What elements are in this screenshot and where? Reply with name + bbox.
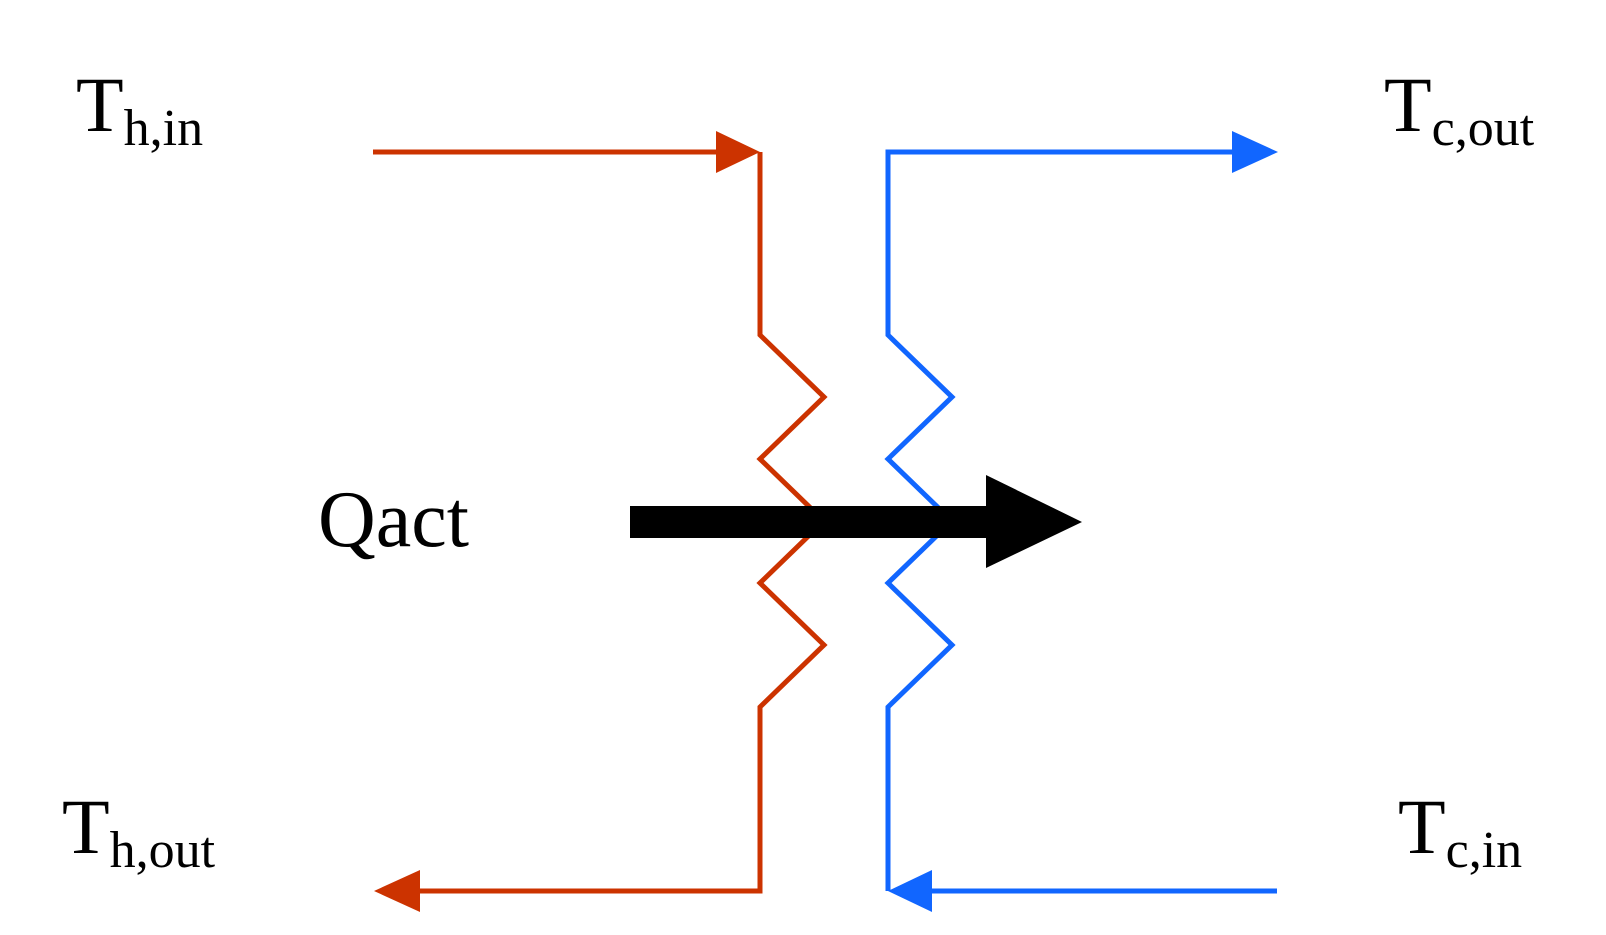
label-hot-outlet-temp: Th,out bbox=[62, 788, 215, 877]
label-cold-inlet-subscript: c,in bbox=[1445, 822, 1523, 879]
cold-inlet-arrowhead bbox=[888, 870, 932, 912]
cold-outlet-arrowhead bbox=[1232, 131, 1278, 173]
heat-flow-arrowhead bbox=[986, 475, 1082, 568]
label-hot-outlet-symbol: T bbox=[62, 783, 110, 870]
label-cold-inlet-symbol: T bbox=[1398, 783, 1446, 870]
label-hot-inlet-symbol: T bbox=[76, 61, 124, 148]
hot-inlet-arrowhead bbox=[716, 131, 760, 173]
label-heat-transfer: Qact bbox=[318, 476, 470, 564]
label-cold-outlet-temp: Tc,out bbox=[1384, 66, 1534, 155]
label-hot-outlet-subscript: h,out bbox=[109, 822, 216, 879]
heat-flow-arrow bbox=[630, 475, 1082, 568]
label-cold-inlet-temp: Tc,in bbox=[1398, 788, 1522, 877]
heat-flow-shaft bbox=[630, 506, 990, 538]
cold-resistor-path bbox=[884, 149, 1234, 891]
cold-stream bbox=[884, 131, 1278, 912]
label-cold-outlet-subscript: c,out bbox=[1431, 100, 1535, 157]
hot-resistor-path bbox=[420, 152, 828, 894]
label-hot-inlet-temp: Th,in bbox=[76, 66, 203, 155]
hot-outlet-arrowhead bbox=[374, 870, 420, 912]
label-hot-inlet-subscript: h,in bbox=[123, 100, 204, 157]
hot-stream bbox=[373, 131, 828, 912]
label-cold-outlet-symbol: T bbox=[1384, 61, 1432, 148]
